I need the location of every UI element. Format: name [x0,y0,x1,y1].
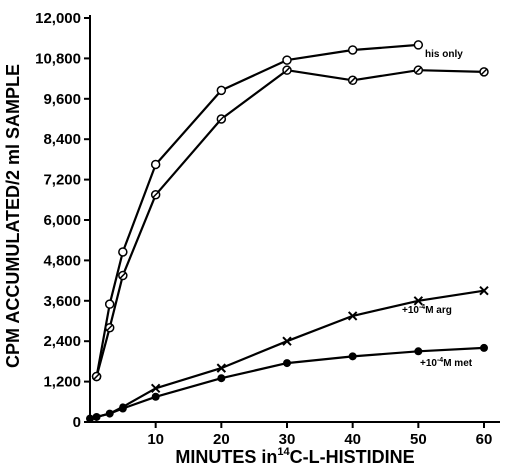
x-tick-label: 30 [279,431,296,448]
annotation-his-only: his only [425,49,463,60]
data-point-his-only [413,40,424,50]
data-point-met [414,347,423,356]
data-point-crossed [150,190,161,200]
data-point-met [217,374,226,383]
y-tick-label: 1,200 [43,374,81,391]
marker-slash [106,324,114,332]
data-point-his-only [216,85,227,96]
data-point-his-only [282,55,292,65]
y-tick-label: 7,200 [43,172,81,189]
marker-slash [93,373,101,381]
annotation-met: +10-4M met [420,357,473,369]
series-line-his-only [95,43,419,377]
data-point-arg [479,285,489,296]
x-tick-label: 40 [344,431,361,448]
series-line-met [89,346,485,420]
data-point-met [283,359,291,368]
marker-slash [349,76,357,84]
x-tick-label: 10 [147,431,164,448]
data-point-crossed [282,65,292,75]
annotation-arg: +10-4M arg [402,304,452,316]
data-point-met [480,343,488,352]
x-tick-label: 20 [213,431,230,448]
axes [89,15,500,423]
data-point-arg [282,336,292,346]
data-point-crossed [216,114,227,124]
data-point-met [92,412,101,421]
data-point-crossed [413,65,424,75]
data-point-met [118,404,127,413]
data-point-crossed [104,322,115,333]
y-tick-label: 3,600 [43,293,81,310]
tick-labels: 0 1,200 2,400 3,600 4,800 6,000 7,200 8,400 9,60… [35,10,492,448]
marker-slash [119,272,127,280]
data-point-crossed [91,371,102,382]
x-tick-label: 50 [410,431,427,448]
series-lines [89,43,485,420]
series-markers [86,40,489,423]
data-point-met [86,414,94,423]
x-tick-label: 60 [476,431,493,448]
data-point-crossed [118,270,128,281]
data-point-crossed [479,67,489,77]
y-tick-label: 10,800 [35,50,81,67]
data-point-crossed [347,75,358,86]
marker-slash [283,66,291,74]
y-tick-label: 8,400 [43,131,81,148]
data-point-his-only [104,299,115,309]
data-point-his-only [150,159,161,170]
data-point-met [105,409,114,418]
y-axis-label: CPM ACCUMULATED/2 ml SAMPLE [3,64,23,368]
data-point-arg [216,363,227,373]
data-point-arg [150,383,161,394]
x-axis-label: MINUTES in14C-L-HISTIDINE [175,446,414,467]
data-point-met [348,352,357,361]
data-point-arg [347,311,358,321]
y-tick-label: 2,400 [43,333,81,350]
data-point-his-only [347,45,358,55]
marker-slash [480,68,488,76]
series-line-crossed [95,69,485,377]
marker-slash [217,115,225,123]
marker-slash [414,66,422,74]
y-tick-label: 4,800 [43,252,81,269]
y-tick-label: 0 [73,414,81,431]
marker-slash [152,191,160,199]
data-point-met [151,392,160,401]
ticks [84,17,485,428]
data-point-arg [413,296,424,306]
y-tick-label: 9,600 [43,91,81,108]
data-point-his-only [118,247,128,257]
y-tick-label: 12,000 [35,10,81,27]
y-tick-label: 6,000 [43,212,81,229]
